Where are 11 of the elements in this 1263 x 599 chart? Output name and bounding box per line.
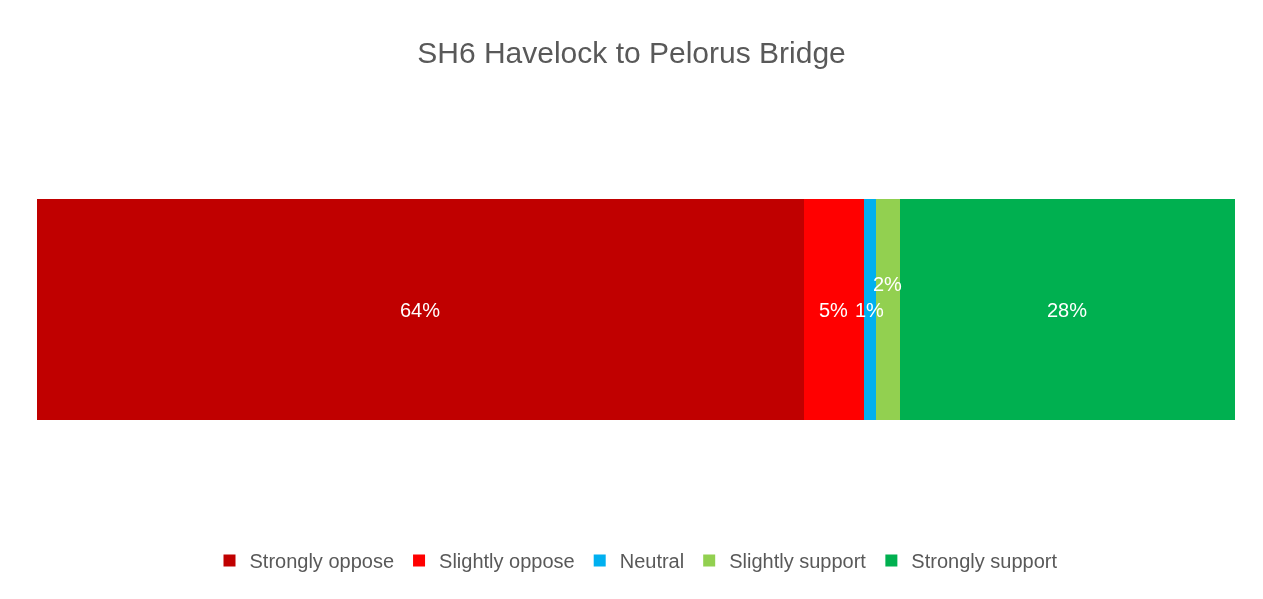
legend-label: Slightly support (729, 550, 867, 573)
chart-title: SH6 Havelock to Pelorus Bridge (417, 35, 846, 69)
bar (900, 199, 1235, 420)
legend-label: Neutral (619, 550, 685, 573)
data-label: 5% (819, 299, 849, 321)
legend-label: Strongly oppose (249, 550, 395, 573)
data-label: 64% (400, 299, 441, 321)
legend-label: Strongly support (911, 550, 1058, 573)
data-label: 1% (855, 299, 885, 321)
legend-label: Slightly oppose (439, 550, 575, 573)
data-label: 28% (1047, 299, 1088, 321)
